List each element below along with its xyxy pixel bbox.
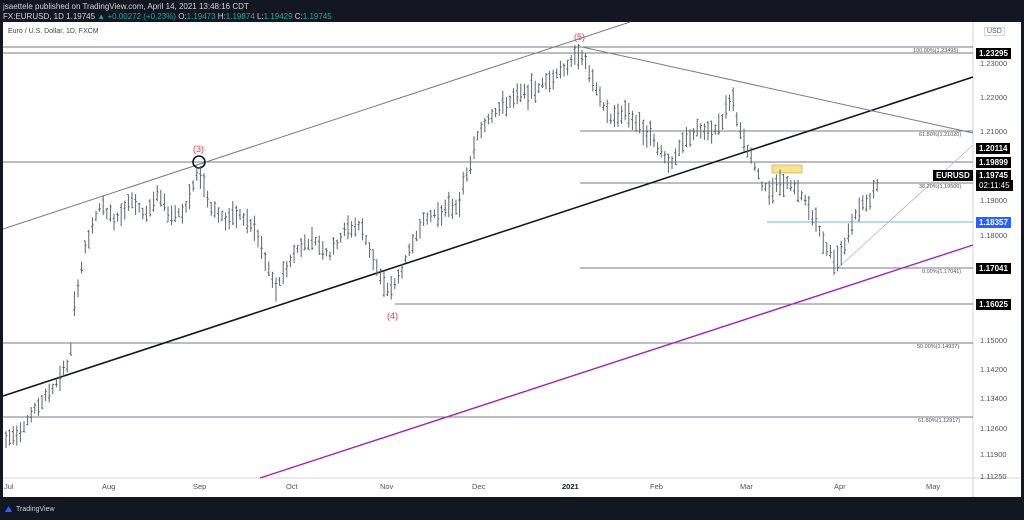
low-label: L:	[256, 12, 264, 21]
x-tick-dec: Dec	[472, 482, 486, 491]
price-tag-support: 1.18357	[976, 217, 1011, 228]
descending-trendline	[581, 46, 974, 134]
x-tick-apr: Apr	[834, 482, 846, 491]
purple-channel-line	[259, 244, 974, 479]
y-tick: 1.21000	[980, 127, 1008, 136]
fib-label-50: 50.00%(1.14937)	[917, 344, 960, 350]
fib-label-61-8-upper: 61.80%(1.21020)	[919, 132, 962, 138]
symbol-tag: EURUSD	[933, 170, 973, 181]
price-change: +0.00272 (+0.23%)	[107, 12, 176, 21]
wave-3-circle	[192, 155, 206, 169]
y-tick: 1.15000	[980, 336, 1008, 345]
close-label: C:	[294, 12, 303, 21]
x-tick-may: May	[926, 482, 941, 491]
up-arrow-icon: ▲	[97, 12, 106, 21]
quote-line: FX:EURUSD, 1D 1.19745 ▲ +0.00272 (+0.23%…	[3, 12, 332, 21]
april-trendline	[837, 144, 974, 269]
x-tick-jul: Jul	[4, 482, 14, 491]
resistance-zone	[771, 164, 803, 174]
footer	[0, 497, 1024, 520]
chart-area[interactable]	[3, 22, 1021, 497]
tradingview-cloud-icon	[5, 506, 12, 512]
fib-label-61-8-lower: 61.80%(1.12917)	[918, 418, 961, 424]
price-tag-last: 1.19745	[976, 170, 1011, 181]
channel-top-line	[2, 21, 631, 230]
open-value: 1.19473	[186, 12, 216, 21]
fib-levels	[3, 46, 973, 418]
price-tag-resistance-2: 1.19899	[976, 157, 1011, 168]
high-label: H:	[217, 12, 226, 21]
price-tag-high: 1.23295	[976, 48, 1011, 59]
last-price: 1.19745	[66, 12, 96, 21]
chart-legend-title: Euro / U.S. Dollar, 1D, FXCM	[8, 28, 99, 35]
wave-label-4: (4)	[387, 311, 398, 321]
wave-label-3: (3)	[193, 144, 204, 154]
price-tag-wave-4: 1.16025	[976, 299, 1011, 310]
price-tag-april-low: 1.17041	[976, 263, 1011, 274]
symbol-name: FX:EURUSD, 1D	[3, 12, 64, 21]
publish-info: jsaettele published on TradingView.com, …	[3, 2, 249, 11]
fib-label-100: 100.00%(1.23495)	[913, 48, 959, 54]
x-tick-mar: Mar	[740, 482, 753, 491]
publish-header: jsaettele published on TradingView.com, …	[0, 0, 1024, 22]
x-tick-2021: 2021	[562, 482, 579, 491]
y-tick: 1.11250	[980, 472, 1007, 481]
fib-label-38-2: 38.20%(1.19506)	[919, 184, 962, 190]
bar-countdown: 02:11:45	[976, 180, 1013, 191]
currency-button[interactable]: USD	[984, 27, 1005, 36]
y-tick: 1.12600	[980, 424, 1008, 433]
ohlc-bars	[4, 43, 879, 448]
tradingview-brand: TradingView	[16, 505, 55, 513]
x-tick-sep: Sep	[193, 482, 207, 491]
low-value: 1.19429	[263, 12, 293, 21]
fib-label-0: 0.00%(1.17041)	[922, 269, 962, 275]
x-tick-aug: Aug	[102, 482, 116, 491]
y-tick: 1.18000	[980, 231, 1008, 240]
wave-label-5: (5)	[574, 32, 585, 42]
close-value: 1.19745	[302, 12, 332, 21]
tradingview-logo[interactable]: TradingView	[4, 505, 55, 513]
x-tick-nov: Nov	[380, 482, 394, 491]
y-tick: 1.23000	[980, 59, 1008, 68]
y-tick: 1.13400	[980, 394, 1008, 403]
x-tick-feb: Feb	[650, 482, 663, 491]
y-tick: 1.19000	[980, 196, 1008, 205]
y-tick: 1.22000	[980, 93, 1008, 102]
y-tick: 1.11900	[980, 450, 1007, 459]
x-tick-oct: Oct	[286, 482, 298, 491]
long-trendline	[2, 76, 974, 397]
price-tag-resistance-1: 1.20114	[976, 143, 1011, 154]
high-value: 1.19874	[225, 12, 255, 21]
open-label: O:	[178, 12, 187, 21]
y-tick: 1.14200	[980, 365, 1008, 374]
